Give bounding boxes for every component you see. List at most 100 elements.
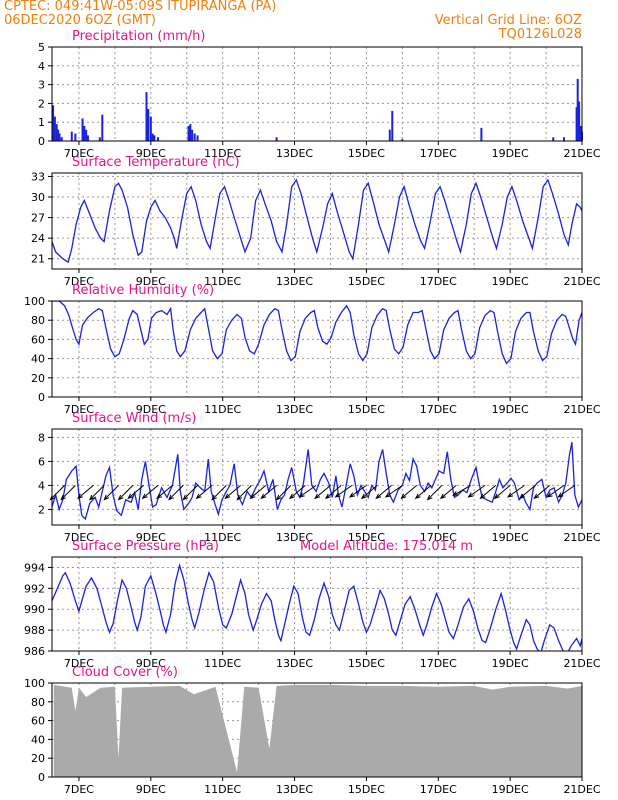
wind-arrow-shaft <box>60 485 76 500</box>
wind-arrow-head <box>375 493 382 500</box>
wind-arrow-head <box>360 493 367 500</box>
y-tick-label: 40 <box>31 733 45 746</box>
precip-bar <box>81 118 84 141</box>
wind-arrow-head <box>414 493 421 500</box>
y-tick-label: 60 <box>31 715 45 728</box>
x-tick-label: 9DEC <box>136 275 166 288</box>
x-tick-label: 11DEC <box>204 783 241 796</box>
wind-arrow-head <box>156 493 162 500</box>
wind-arrow-shaft <box>375 485 392 499</box>
cloud-cover-area <box>53 684 582 777</box>
wind-arrow-head <box>348 492 356 498</box>
precip-bar <box>575 107 578 141</box>
precip-bar <box>480 127 483 141</box>
x-tick-label: 7DEC <box>64 783 94 796</box>
wind-arrow-shaft <box>225 485 241 499</box>
wind-arrow-shaft <box>401 485 418 499</box>
wind-arrow-head <box>314 493 321 500</box>
precip-bar <box>86 135 89 141</box>
wind-arrow-shaft <box>276 485 292 500</box>
y-tick-label: 988 <box>24 624 45 637</box>
panel-title: Surface Wind (m/s) <box>72 411 196 426</box>
wind-arrow-head <box>224 493 231 500</box>
precip-bar <box>147 109 150 141</box>
precip-bar <box>401 139 404 141</box>
header-model-code: TQ0126L028 <box>498 27 582 42</box>
x-tick-label: 7DEC <box>64 403 94 416</box>
wind-arrow-shaft <box>103 485 119 500</box>
wind-arrow-shaft <box>361 485 378 499</box>
wind-arrow-shaft <box>415 485 432 499</box>
precip-bar <box>149 116 152 141</box>
x-tick-label: 7DEC <box>64 657 94 670</box>
wind-arrow-shaft <box>260 485 277 499</box>
wind-arrow-shaft <box>77 485 94 499</box>
panel-title: Surface Temperature (nC) <box>72 155 240 170</box>
wind-arrow-shaft <box>196 485 213 499</box>
wind-arrow-head <box>324 493 331 500</box>
wind-arrow-head <box>77 493 83 500</box>
y-tick-label: 5 <box>38 41 45 54</box>
x-tick-label: 7DEC <box>64 531 94 544</box>
wind-arrow-head <box>533 493 540 500</box>
wind-arrow-shaft <box>183 485 198 500</box>
wind-arrow-shaft <box>507 484 525 498</box>
x-tick-label: 17DEC <box>420 657 457 670</box>
x-tick-label: 15DEC <box>348 531 385 544</box>
precip-bar <box>153 135 156 141</box>
x-tick-label: 13DEC <box>276 657 313 670</box>
precip-bar <box>388 129 391 141</box>
wind-arrow-shaft <box>314 485 331 499</box>
precip-bar <box>157 137 159 141</box>
wind-arrow-head <box>249 493 256 500</box>
wind-arrow-shaft <box>118 485 134 500</box>
x-tick-label: 11DEC <box>204 275 241 288</box>
y-tick-label: 24 <box>31 232 45 245</box>
wind-arrow-head <box>384 492 391 498</box>
precip-bar <box>578 101 581 141</box>
wind-arrow-head <box>182 494 189 501</box>
wind-arrow-shaft <box>89 485 105 500</box>
y-tick-label: 40 <box>31 353 45 366</box>
panel-annotation: Model Altitude: 175.014 m <box>300 539 473 554</box>
y-tick-label: 21 <box>31 253 45 266</box>
precip-bar <box>193 133 196 141</box>
wind-arrow-shaft <box>168 485 184 500</box>
series-line <box>52 301 582 365</box>
x-tick-label: 21DEC <box>563 147 600 160</box>
wind-arrow-shaft <box>427 485 443 500</box>
y-tick-label: 4 <box>38 60 45 73</box>
header-date: 06DEC2020 6OZ (GMT) <box>4 13 156 28</box>
y-tick-label: 80 <box>31 314 45 327</box>
wind-arrow-head <box>260 493 267 500</box>
wind-arrow-shaft <box>236 485 252 500</box>
x-tick-label: 19DEC <box>492 531 529 544</box>
x-tick-label: 13DEC <box>276 403 313 416</box>
panel-frame <box>51 300 583 398</box>
x-tick-label: 17DEC <box>420 275 457 288</box>
panel-title: Surface Pressure (hPa) <box>72 539 219 554</box>
wind-arrow-shaft <box>547 484 565 498</box>
precip-bar <box>187 125 190 141</box>
precip-bar <box>576 78 579 141</box>
y-tick-label: 80 <box>31 696 45 709</box>
wind-arrow-head <box>275 494 282 501</box>
precip-bar <box>552 137 555 141</box>
y-tick-label: 992 <box>24 582 45 595</box>
wind-arrow-shaft <box>211 485 227 500</box>
wind-arrow-head <box>117 494 124 501</box>
wind-arrow-head <box>127 493 134 500</box>
wind-arrow-shaft <box>250 485 267 499</box>
precip-bar <box>275 137 278 141</box>
y-tick-label: 4 <box>38 479 45 492</box>
x-tick-label: 17DEC <box>420 783 457 796</box>
wind-arrow-shaft <box>453 484 471 496</box>
wind-arrow-shaft <box>289 485 306 499</box>
wind-arrow-shaft <box>468 484 486 498</box>
wind-arrow-head <box>334 492 341 498</box>
panel-frame <box>51 428 583 526</box>
precip-bar <box>58 133 61 141</box>
wind-arrow-head <box>557 492 564 498</box>
precip-bar <box>579 125 582 141</box>
y-tick-label: 0 <box>38 135 45 148</box>
